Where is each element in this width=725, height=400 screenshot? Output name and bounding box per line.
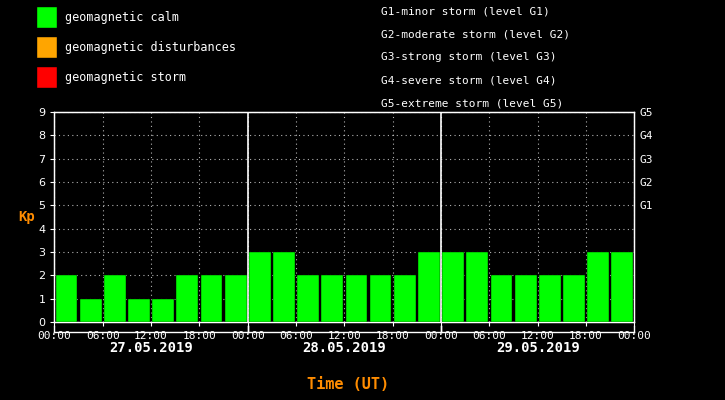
Bar (225, 275, 247, 322)
Bar (491, 275, 513, 322)
Bar (394, 275, 415, 322)
Bar (563, 275, 585, 322)
Text: G3-strong storm (level G3): G3-strong storm (level G3) (381, 52, 556, 62)
Text: G1-minor storm (level G1): G1-minor storm (level G1) (381, 6, 550, 16)
Bar (273, 252, 295, 322)
Bar (176, 275, 198, 322)
Text: G2-moderate storm (level G2): G2-moderate storm (level G2) (381, 29, 570, 39)
Text: 27.05.2019: 27.05.2019 (109, 341, 193, 355)
Bar (346, 275, 368, 322)
Bar (587, 252, 609, 322)
Text: geomagnetic calm: geomagnetic calm (65, 10, 179, 24)
Bar (515, 275, 536, 322)
Y-axis label: Kp: Kp (19, 210, 36, 224)
Text: geomagnetic storm: geomagnetic storm (65, 70, 186, 84)
Text: Time (UT): Time (UT) (307, 377, 389, 392)
Text: G4-severe storm (level G4): G4-severe storm (level G4) (381, 76, 556, 86)
Bar (442, 252, 464, 322)
Bar (370, 275, 392, 322)
Bar (321, 275, 343, 322)
Bar (104, 275, 125, 322)
Bar (466, 252, 488, 322)
Bar (80, 299, 102, 322)
Bar (297, 275, 319, 322)
Bar (56, 275, 78, 322)
Text: geomagnetic disturbances: geomagnetic disturbances (65, 40, 236, 54)
Text: 28.05.2019: 28.05.2019 (302, 341, 386, 355)
Bar (201, 275, 223, 322)
Text: G5-extreme storm (level G5): G5-extreme storm (level G5) (381, 99, 563, 109)
Bar (539, 275, 560, 322)
Bar (249, 252, 270, 322)
Text: 29.05.2019: 29.05.2019 (496, 341, 579, 355)
Bar (418, 252, 440, 322)
Bar (611, 252, 633, 322)
Bar (128, 299, 150, 322)
Bar (152, 299, 174, 322)
